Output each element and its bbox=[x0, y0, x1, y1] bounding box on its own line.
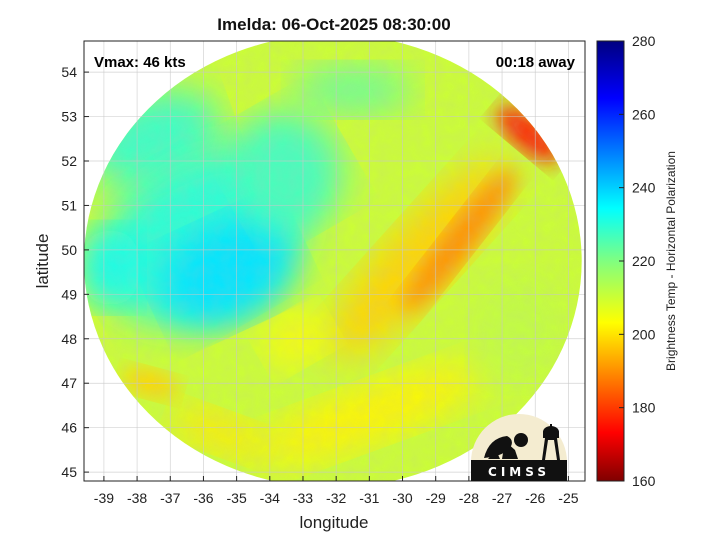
y-tick-label: 53 bbox=[61, 109, 77, 125]
y-tick-label: 49 bbox=[61, 286, 77, 302]
y-tick-label: 54 bbox=[61, 64, 77, 80]
colorbar-label: Brightness Temp - Horizontal Polarizatio… bbox=[664, 151, 678, 371]
x-tick-label: -25 bbox=[558, 490, 578, 506]
colorbar-tick-label: 200 bbox=[632, 326, 656, 342]
x-tick-label: -36 bbox=[193, 490, 213, 506]
brightness-temperature-field bbox=[84, 41, 582, 481]
colorbar-tick-label: 160 bbox=[632, 473, 656, 489]
y-axis-ticks: 45 46 47 48 49 50 51 52 53 54 bbox=[61, 64, 89, 480]
colorbar-tick-label: 240 bbox=[632, 180, 656, 196]
x-tick-label: -32 bbox=[326, 490, 346, 506]
cimss-logo: CIMSS bbox=[471, 414, 567, 481]
y-tick-label: 50 bbox=[61, 242, 77, 258]
y-tick-label: 47 bbox=[61, 375, 77, 391]
x-tick-label: -28 bbox=[459, 490, 479, 506]
x-tick-label: -37 bbox=[160, 490, 180, 506]
time-away-annotation: 00:18 away bbox=[496, 54, 576, 71]
y-tick-label: 45 bbox=[61, 464, 77, 480]
colorbar-tick-label: 260 bbox=[632, 106, 656, 122]
chart-title: Imelda: 06-Oct-2025 08:30:00 bbox=[217, 15, 450, 34]
colorbar: 160 180 200 220 240 260 280 Brightness Temp - … bbox=[596, 33, 678, 489]
axes-box bbox=[83, 40, 586, 482]
y-tick-label: 51 bbox=[61, 197, 77, 213]
x-tick-label: -38 bbox=[127, 490, 147, 506]
satellite-dish-icon bbox=[484, 436, 518, 459]
x-tick-label: -29 bbox=[426, 490, 446, 506]
x-tick-label: -35 bbox=[227, 490, 247, 506]
water-tower-icon bbox=[542, 424, 560, 460]
x-tick-label: -34 bbox=[260, 490, 280, 506]
x-tick-label: -26 bbox=[525, 490, 545, 506]
y-axis-label: latitude bbox=[33, 234, 52, 289]
cimss-logo-text: CIMSS bbox=[488, 465, 550, 479]
x-tick-label: -27 bbox=[492, 490, 512, 506]
x-tick-label: -30 bbox=[392, 490, 412, 506]
x-tick-label: -33 bbox=[293, 490, 313, 506]
colorbar-tick-label: 180 bbox=[632, 400, 656, 416]
colorbar-tick-label: 220 bbox=[632, 253, 656, 269]
x-axis-label: longitude bbox=[299, 513, 368, 532]
x-axis-ticks: -39 -38 -37 -36 -35 -34 -33 -32 -31 -30 -29 -28 -27-… bbox=[94, 476, 579, 506]
y-tick-label: 48 bbox=[61, 331, 77, 347]
y-tick-label: 46 bbox=[61, 420, 77, 436]
colorbar-tick-label: 280 bbox=[632, 33, 656, 49]
colorbar-ticks: 160 180 200 220 240 260 280 bbox=[619, 33, 656, 489]
x-tick-label: -31 bbox=[359, 490, 379, 506]
y-tick-label: 52 bbox=[61, 153, 77, 169]
vmax-annotation: Vmax: 46 kts bbox=[94, 54, 186, 71]
x-tick-label: -39 bbox=[94, 490, 114, 506]
